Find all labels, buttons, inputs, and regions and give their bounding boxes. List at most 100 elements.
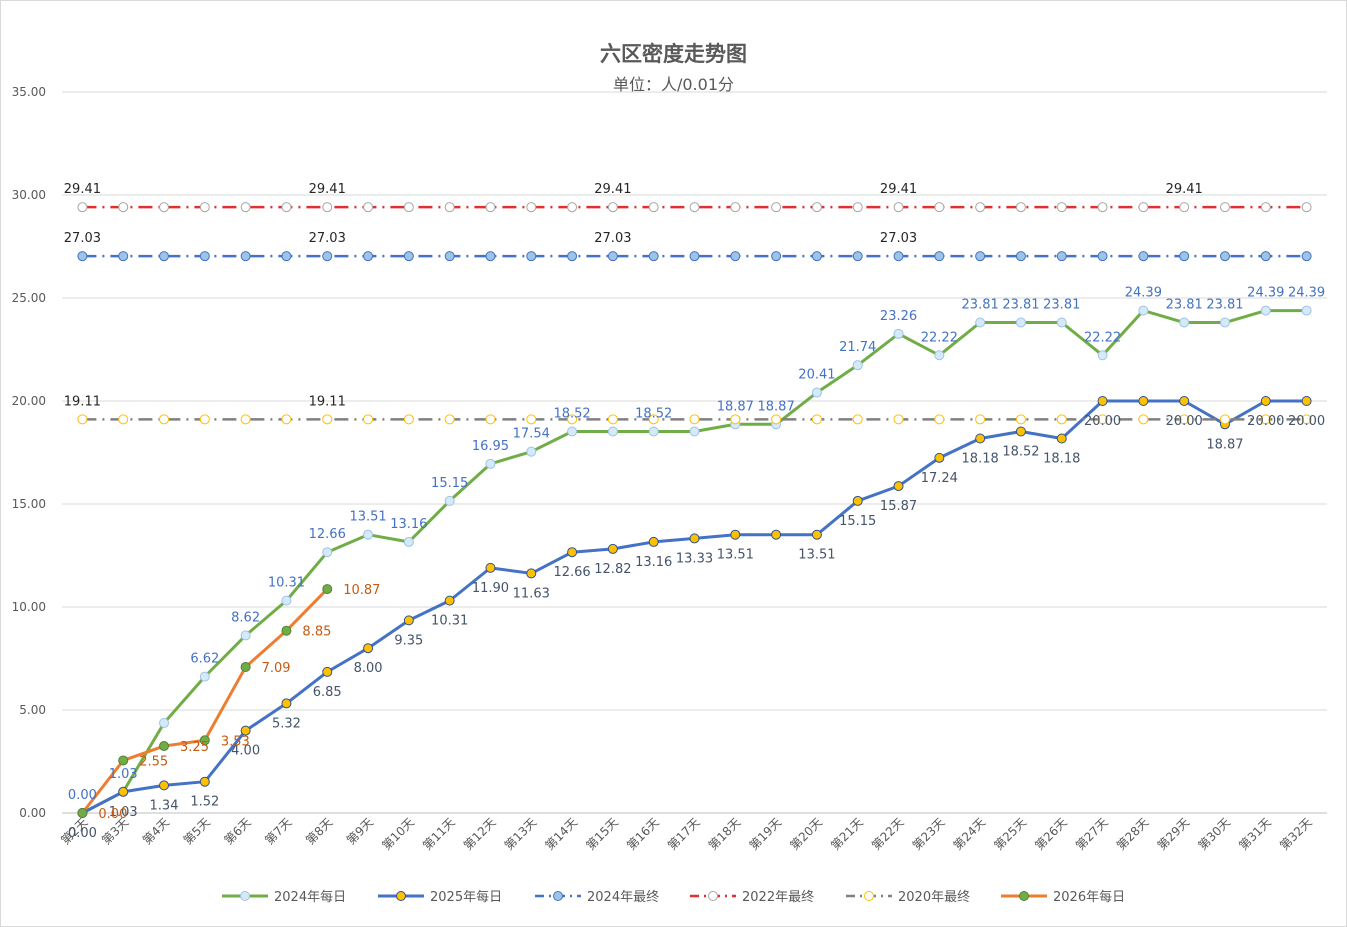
x-tick-label: 第23天 (910, 815, 948, 853)
x-tick-label: 第21天 (828, 815, 866, 853)
data-point (444, 595, 455, 606)
data-label: 13.16 (390, 517, 427, 532)
data-point (607, 414, 618, 425)
chart-subtitle: 单位：人/0.01分 (612, 75, 735, 94)
data-label: 29.41 (594, 182, 631, 197)
data-point (77, 808, 88, 818)
data-label: 21.74 (839, 340, 876, 355)
data-point (689, 251, 700, 262)
x-tick-label: 第14天 (543, 815, 581, 853)
legend-marker (553, 891, 563, 901)
data-point (689, 426, 700, 437)
y-tick-label: 15.00 (12, 497, 46, 511)
legend-label: 2024年每日 (274, 889, 346, 905)
x-tick-label: 第12天 (461, 815, 499, 853)
data-point (1015, 202, 1026, 213)
data-label: 24.39 (1288, 286, 1325, 301)
data-point (607, 543, 618, 554)
data-label: 4.00 (231, 744, 260, 759)
data-point (444, 495, 455, 506)
data-point (199, 735, 210, 746)
data-label: 18.87 (758, 399, 795, 414)
data-label: 0.00 (68, 826, 97, 841)
data-point (1260, 305, 1271, 316)
legend-marker (396, 891, 406, 901)
data-point (1179, 317, 1190, 328)
data-label: 18.52 (635, 406, 672, 421)
data-point (1260, 251, 1271, 262)
data-point (852, 202, 863, 213)
data-point (893, 328, 904, 339)
data-point (1301, 251, 1312, 262)
data-point (240, 661, 251, 672)
data-point (159, 741, 170, 752)
data-point (689, 533, 700, 544)
data-point (893, 414, 904, 425)
data-label: 8.62 (231, 610, 260, 625)
data-point (77, 251, 88, 262)
x-tick-label: 第22天 (869, 815, 907, 853)
data-label: 3.53 (221, 734, 250, 749)
data-point (159, 414, 170, 425)
data-label: 17.24 (921, 471, 958, 486)
x-tick-label: 第24天 (951, 815, 989, 853)
data-point (118, 786, 129, 797)
data-point (1056, 433, 1067, 444)
data-label: 23.81 (1043, 298, 1080, 313)
data-point (567, 251, 578, 262)
data-label: 18.52 (553, 406, 590, 421)
data-label: 29.41 (64, 182, 101, 197)
data-point (771, 251, 782, 262)
data-point (485, 202, 496, 213)
data-point (322, 202, 333, 213)
data-point (363, 643, 374, 654)
data-label: 23.81 (1206, 298, 1243, 313)
data-label: 12.66 (309, 527, 346, 542)
data-label: 13.51 (798, 548, 835, 563)
data-point (730, 529, 741, 540)
data-point (934, 350, 945, 361)
data-point (689, 414, 700, 425)
y-axis: 0.00 5.00 10.00 15.00 20.00 25.00 30.00 35.00 (12, 85, 46, 820)
data-point (526, 414, 537, 425)
data-point (1056, 251, 1067, 262)
data-label: 13.33 (676, 551, 713, 566)
data-point (771, 414, 782, 425)
data-point (1138, 305, 1149, 316)
data-point (934, 414, 945, 425)
data-point (607, 251, 618, 262)
data-point (975, 433, 986, 444)
data-point (975, 202, 986, 213)
data-point (363, 202, 374, 213)
data-point (1219, 414, 1230, 425)
data-label: 19.11 (309, 394, 346, 409)
data-point (1301, 305, 1312, 316)
data-point (1219, 251, 1230, 262)
x-tick-label: 第16天 (624, 815, 662, 853)
data-label: 20.00 (1166, 414, 1203, 429)
data-point (1015, 414, 1026, 425)
data-label: 27.03 (64, 231, 101, 246)
data-label: 1.03 (109, 805, 138, 820)
data-point (159, 717, 170, 728)
data-point (1097, 350, 1108, 361)
chart-title: 六区密度走势图 (600, 42, 747, 66)
data-point (648, 536, 659, 547)
data-point (240, 251, 251, 262)
data-point (1056, 414, 1067, 425)
data-point (281, 414, 292, 425)
data-point (811, 251, 822, 262)
data-point (607, 426, 618, 437)
data-point (322, 584, 333, 595)
data-point (771, 529, 782, 540)
x-tick-label: 第28天 (1114, 815, 1152, 853)
y-tick-label: 0.00 (19, 806, 46, 820)
data-label: 6.85 (313, 685, 342, 700)
data-point (1138, 396, 1149, 406)
x-tick-label: 第26天 (1032, 815, 1070, 853)
data-point (1179, 202, 1190, 213)
data-label: 27.03 (594, 231, 631, 246)
data-point (199, 671, 210, 682)
data-point (1015, 317, 1026, 328)
